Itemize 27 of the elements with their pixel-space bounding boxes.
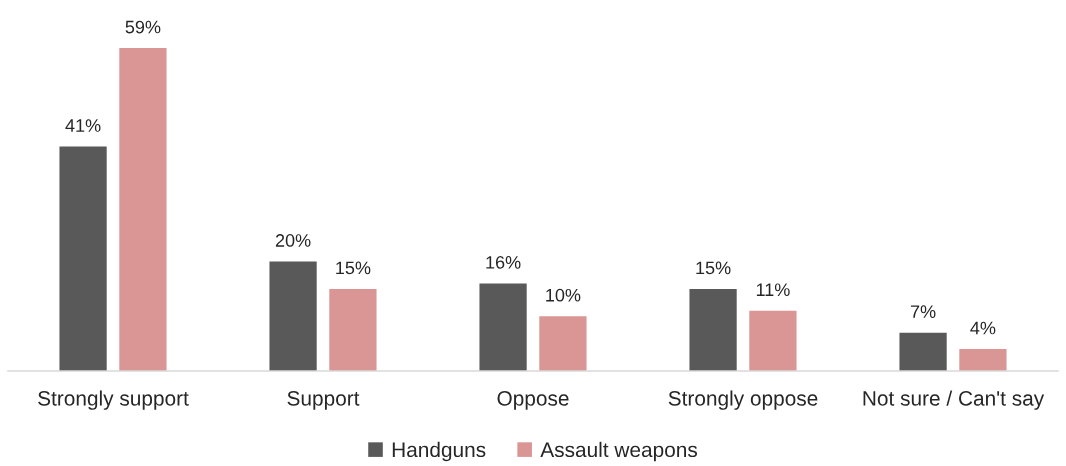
bar (689, 288, 737, 371)
legend-label: Assault weapons (540, 441, 698, 462)
bar (59, 146, 107, 371)
legend-label: Handguns (392, 441, 486, 462)
data-label: 16% (486, 255, 521, 269)
data-label: 20% (275, 234, 311, 247)
bar (749, 310, 797, 371)
bar (479, 283, 527, 371)
x-tick-label: Oppose (497, 390, 569, 410)
x-tick-label: Support (287, 390, 360, 410)
data-label: 10% (546, 288, 581, 302)
x-tick-label: Strongly support (38, 390, 189, 410)
x-tick-label: Strongly oppose (668, 390, 818, 410)
bar (899, 332, 947, 371)
bar (539, 316, 587, 371)
bar (959, 349, 1007, 371)
data-label: 41% (65, 119, 101, 132)
data-label: 15% (696, 261, 731, 275)
data-label: 59% (125, 20, 161, 34)
x-tick-label: Not sure / Can't say (863, 390, 1045, 410)
data-label: 4% (970, 321, 996, 335)
data-label: 7% (910, 305, 936, 318)
data-label: 11% (756, 283, 790, 297)
bar (269, 261, 317, 371)
bar (119, 48, 167, 371)
bar (329, 288, 377, 371)
data-label: 15% (336, 261, 371, 275)
